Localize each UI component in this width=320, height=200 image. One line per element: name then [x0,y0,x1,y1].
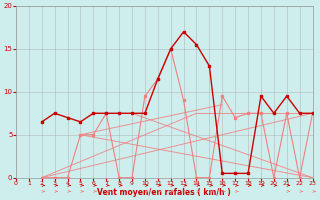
X-axis label: Vent moyen/en rafales ( km/h ): Vent moyen/en rafales ( km/h ) [97,188,231,197]
